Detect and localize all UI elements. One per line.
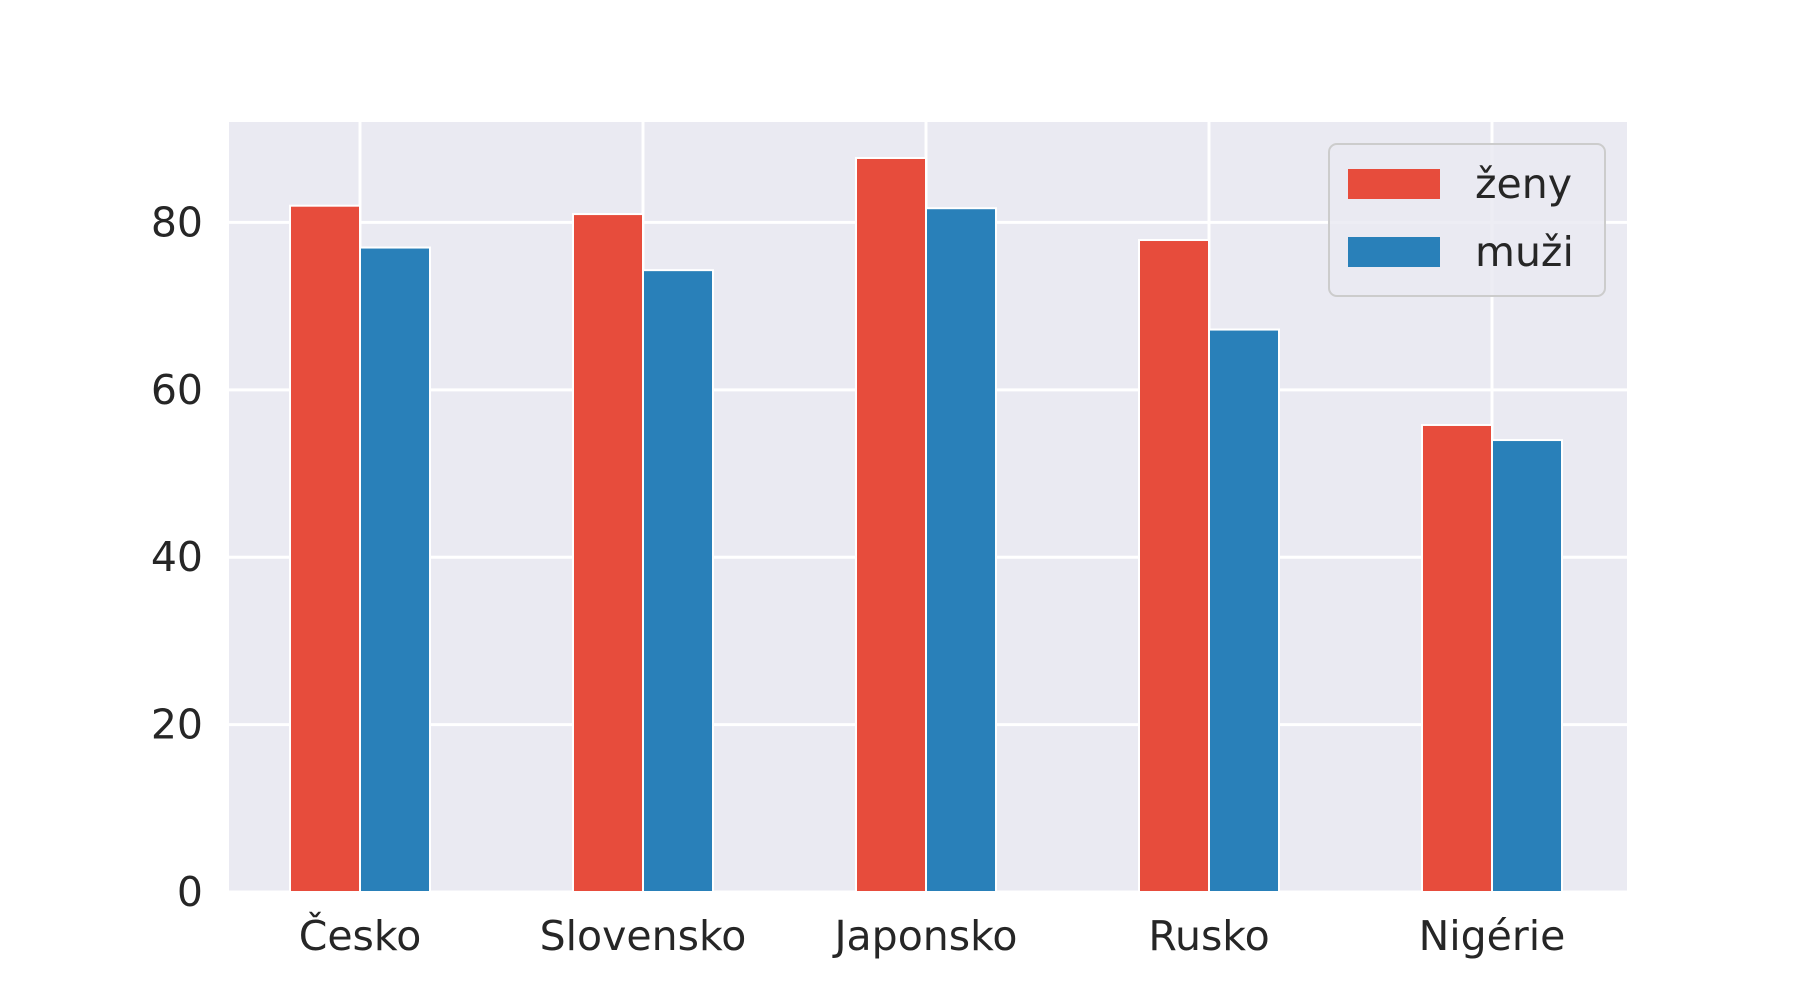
x-tick-label: Rusko (1148, 912, 1269, 960)
x-axis-tick-labels: Česko Slovensko Japonsko Rusko Nigérie (299, 912, 1566, 960)
bar-zeny-0 (289, 204, 361, 893)
legend-label-muzi: muži (1475, 228, 1574, 276)
bar-zeny-3 (1138, 239, 1210, 893)
bars (289, 156, 1563, 894)
x-tick-label: Nigérie (1419, 912, 1566, 960)
y-tick-label: 80 (151, 198, 203, 246)
legend-label-zeny: ženy (1475, 160, 1572, 208)
bar-muzi-1 (642, 269, 714, 893)
legend: ženy muži (1328, 143, 1606, 297)
x-tick-label: Japonsko (831, 912, 1017, 960)
y-tick-label: 60 (151, 366, 203, 414)
x-tick-label: Slovensko (540, 912, 747, 960)
bar-muzi-3 (1208, 328, 1280, 893)
bar-muzi-4 (1491, 439, 1563, 893)
bar-muzi-0 (359, 246, 431, 894)
y-tick-label: 0 (177, 868, 203, 916)
y-axis-tick-labels: 0 20 40 60 80 (151, 198, 203, 916)
legend-swatch-muzi (1348, 237, 1440, 267)
x-tick-label: Česko (299, 912, 422, 960)
bar-zeny-2 (855, 156, 927, 893)
bar-zeny-4 (1421, 423, 1493, 893)
bar-zeny-1 (572, 213, 644, 893)
y-tick-label: 40 (151, 533, 203, 581)
bar-muzi-2 (925, 207, 997, 893)
legend-swatch-zeny (1348, 169, 1440, 199)
y-tick-label: 20 (151, 701, 203, 749)
